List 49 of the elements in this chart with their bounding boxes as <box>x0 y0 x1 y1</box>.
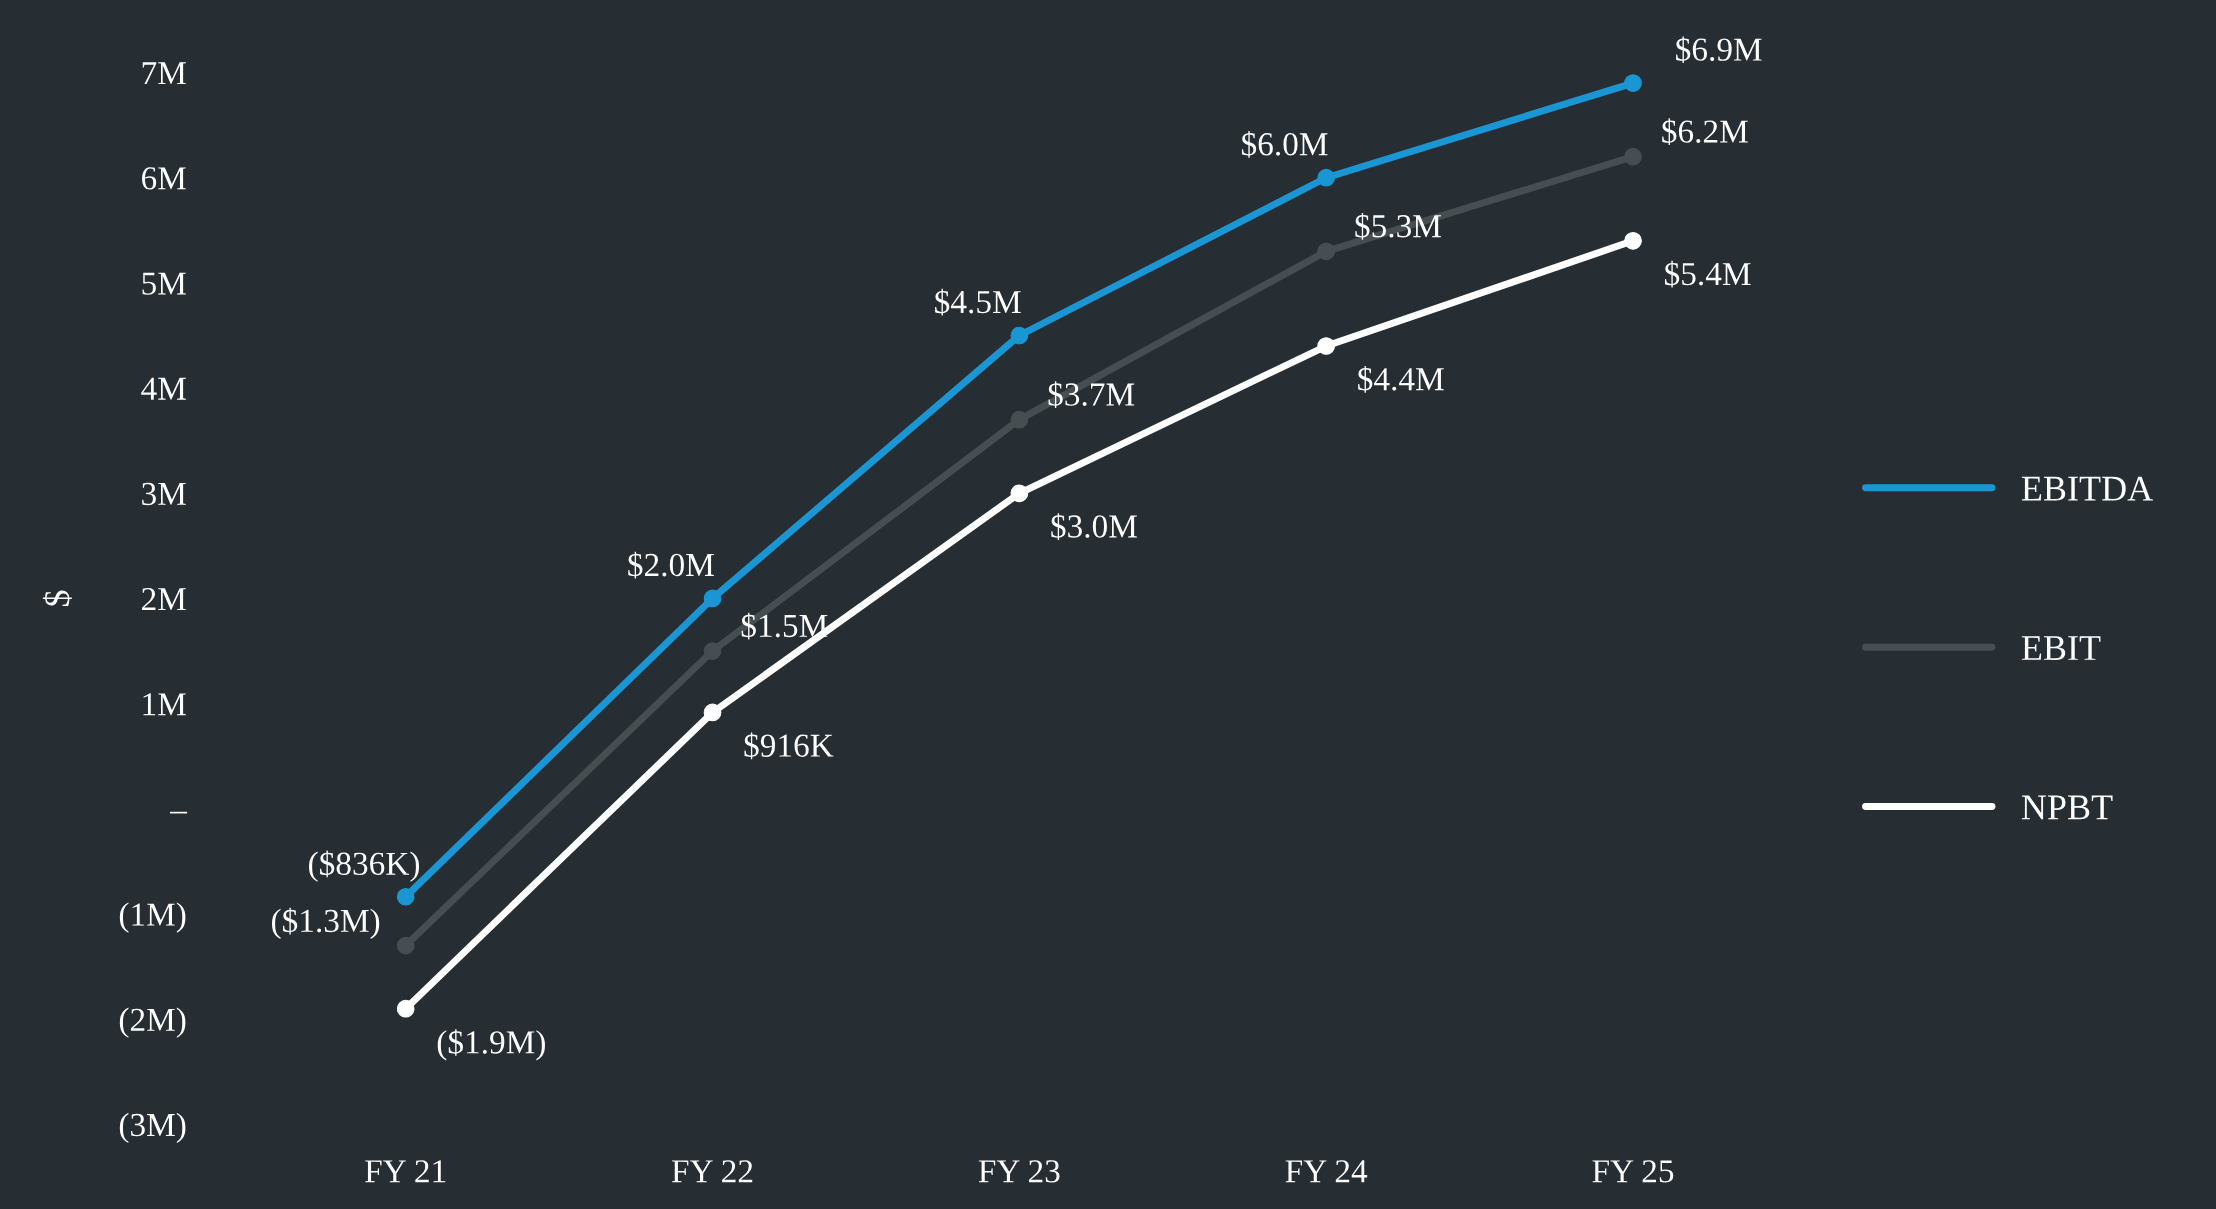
data-label: $6.9M <box>1676 36 1762 64</box>
point <box>1010 484 1029 503</box>
point <box>396 936 415 955</box>
data-label: $6.0M <box>1241 131 1328 158</box>
point <box>1317 168 1336 187</box>
data-label: ($836K) <box>309 850 420 882</box>
y-tick-label: – <box>169 811 188 814</box>
data-label: $4.5M <box>935 288 1021 316</box>
y-tick-label: 2M <box>142 587 186 611</box>
y-tick-label: 7M <box>142 62 186 85</box>
point <box>703 589 722 608</box>
legend-label: EBIT <box>2021 636 2101 660</box>
point <box>1624 231 1642 250</box>
x-tick-label: FY 21 <box>365 1160 446 1183</box>
data-label: $3.0M <box>1051 513 1137 540</box>
data-label: $3.7M <box>1048 381 1135 408</box>
legend-label: EBITDA <box>2021 476 2153 501</box>
data-label: $5.3M <box>1355 213 1441 240</box>
data-label: ($1.3M) <box>271 907 380 939</box>
y-tick-label: (3M) <box>119 1112 186 1144</box>
y-tick-label: 3M <box>142 482 186 506</box>
x-tick-label: FY 24 <box>1285 1160 1368 1183</box>
data-label: $2.0M <box>628 551 714 579</box>
point <box>1317 242 1336 261</box>
y-tick-label: 6M <box>142 167 186 190</box>
point <box>1010 326 1029 345</box>
data-label: $916K <box>744 732 834 760</box>
point <box>703 642 722 660</box>
data-label: $5.4M <box>1665 260 1751 288</box>
y-tick-label: (1M) <box>119 902 186 933</box>
data-label: $6.2M <box>1662 118 1748 146</box>
point <box>1624 74 1642 92</box>
point <box>396 887 415 906</box>
x-tick-label: FY 23 <box>978 1160 1060 1183</box>
y-tick-label: (2M) <box>119 1007 186 1038</box>
legend-label: NPBT <box>2021 795 2113 820</box>
point <box>396 999 415 1018</box>
x-tick-label: FY 22 <box>671 1160 753 1183</box>
y-tick-label: 4M <box>141 377 186 400</box>
y-tick-label: 1M <box>143 693 186 716</box>
data-label: ($1.9M) <box>437 1029 545 1061</box>
x-tick-label: FY 25 <box>1592 1160 1674 1183</box>
point <box>1624 147 1642 166</box>
data-label: $4.4M <box>1358 366 1444 393</box>
y-axis-title: $ <box>42 590 72 606</box>
point <box>703 703 722 722</box>
point <box>1010 410 1029 429</box>
point <box>1317 337 1336 355</box>
y-tick-label: 5M <box>142 272 186 295</box>
